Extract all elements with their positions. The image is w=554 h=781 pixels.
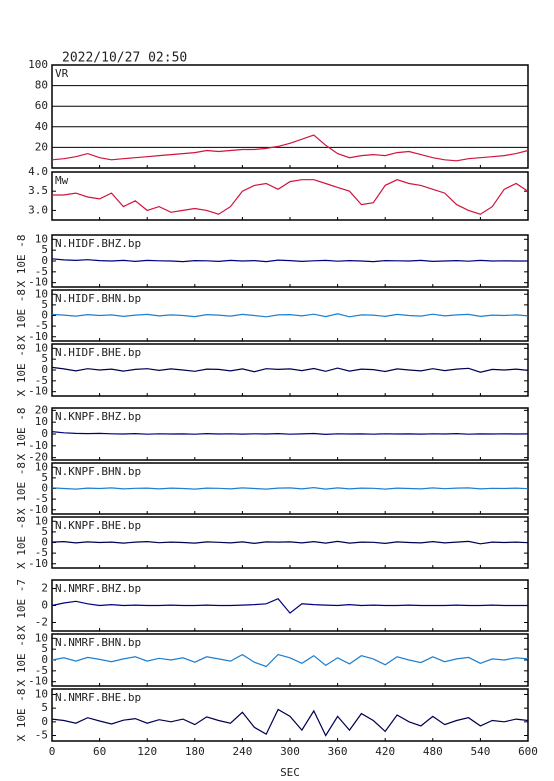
panel-name: VR — [55, 67, 69, 80]
y-tick-label: 5 — [41, 298, 48, 311]
y-tick-label: 10 — [35, 341, 48, 354]
y-axis-label: X 10E -8 — [15, 689, 28, 742]
y-tick-label: 5 — [41, 352, 48, 365]
x-tick-label: 240 — [232, 745, 252, 758]
y-tick-label: 0 — [41, 309, 48, 322]
panel-name: N.NMRF.BHZ.bp — [55, 582, 141, 595]
y-tick-label: -10 — [28, 439, 48, 452]
series-line — [51, 486, 529, 490]
y-tick-label: 100 — [28, 58, 48, 71]
y-tick-label: 20 — [35, 140, 48, 153]
y-tick-label: -10 — [28, 557, 48, 570]
y-tick-label: 0 — [41, 653, 48, 666]
y-tick-label: 0 — [41, 363, 48, 376]
y-tick-label: -10 — [28, 276, 48, 289]
y-axis-label: X 10E -8 — [15, 516, 28, 569]
x-axis-label: SEC — [280, 766, 300, 779]
series-line — [51, 258, 528, 263]
y-tick-label: -5 — [35, 729, 48, 742]
y-tick-label: 5 — [41, 525, 48, 538]
y-tick-label: 0 — [41, 482, 48, 495]
y-tick-label: 0 — [41, 599, 48, 612]
x-tick-label: 180 — [185, 745, 205, 758]
y-tick-label: 2 — [41, 582, 48, 595]
x-tick-label: 600 — [518, 745, 538, 758]
series-line — [51, 540, 529, 545]
panel-name: N.KNPF.BHN.bp — [55, 465, 141, 478]
panel-name: N.KNPF.BHE.bp — [55, 519, 141, 532]
series-line — [51, 708, 529, 737]
y-tick-label: 10 — [35, 631, 48, 644]
y-axis-label: X 10E -8 — [15, 344, 28, 397]
y-tick-label: 3.5 — [28, 184, 48, 197]
y-tick-label: -5 — [35, 265, 48, 278]
x-tick-label: 480 — [423, 745, 443, 758]
x-tick-label: 540 — [470, 745, 490, 758]
y-tick-label: 5 — [41, 243, 48, 256]
series-line — [51, 431, 529, 436]
x-tick-label: 360 — [328, 745, 348, 758]
y-tick-label: 10 — [35, 415, 48, 428]
panel-name: N.NMRF.BHN.bp — [55, 636, 141, 649]
y-tick-label: 10 — [35, 287, 48, 300]
y-axis-label: X 10E -7 — [15, 579, 28, 632]
y-axis-label: X 10E -8 — [15, 462, 28, 515]
series-line — [51, 134, 529, 162]
y-tick-label: 10 — [35, 460, 48, 473]
x-tick-label: 120 — [137, 745, 157, 758]
y-tick-label: -10 — [28, 330, 48, 343]
series-line — [51, 653, 529, 668]
y-tick-label: 80 — [35, 79, 48, 92]
y-tick-label: -5 — [35, 664, 48, 677]
y-tick-label: -10 — [28, 675, 48, 688]
y-tick-label: 5 — [41, 701, 48, 714]
y-tick-label: 5 — [41, 471, 48, 484]
x-tick-label: 300 — [280, 745, 300, 758]
y-tick-label: 5 — [41, 642, 48, 655]
panel-name: N.HIDF.BHE.bp — [55, 346, 141, 359]
y-tick-label: -20 — [28, 451, 48, 464]
series-line — [51, 366, 529, 373]
y-tick-label: -10 — [28, 503, 48, 516]
y-tick-label: -10 — [28, 385, 48, 398]
y-tick-label: 0 — [41, 715, 48, 728]
panel-name: N.NMRF.BHE.bp — [55, 691, 141, 704]
y-tick-label: 40 — [35, 120, 48, 133]
panel-name: N.HIDF.BHN.bp — [55, 292, 141, 305]
x-tick-label: 420 — [375, 745, 395, 758]
x-tick-label: 0 — [49, 745, 56, 758]
y-tick-label: -5 — [35, 374, 48, 387]
y-axis-label: X 10E -8 — [15, 634, 28, 687]
panel-frame — [51, 64, 529, 169]
y-tick-label: -5 — [35, 546, 48, 559]
y-tick-label: 0 — [41, 536, 48, 549]
y-tick-label: -2 — [35, 616, 48, 629]
y-tick-label: 20 — [35, 403, 48, 416]
series-line — [52, 179, 529, 215]
chart-title: 2022/10/27 02:50 — [62, 51, 187, 66]
y-tick-label: 3.0 — [28, 203, 48, 216]
y-tick-label: 10 — [35, 514, 48, 527]
y-tick-label: 4.0 — [28, 165, 48, 178]
panel-name: Mw — [55, 174, 69, 187]
panel-name: N.KNPF.BHZ.bp — [55, 410, 141, 423]
y-tick-label: -5 — [35, 319, 48, 332]
y-axis-label: X 10E -8 — [15, 408, 28, 461]
y-axis-label: X 10E -8 — [15, 289, 28, 342]
y-tick-label: 0 — [41, 254, 48, 267]
y-tick-label: 10 — [35, 687, 48, 700]
panel-frame — [51, 171, 529, 221]
y-tick-label: -5 — [35, 492, 48, 505]
y-tick-label: 0 — [41, 427, 48, 440]
y-axis-label: X 10E -8 — [15, 235, 28, 288]
y-tick-label: 10 — [35, 232, 48, 245]
series-line — [51, 313, 529, 318]
series-line — [51, 597, 528, 614]
y-tick-label: 60 — [35, 99, 48, 112]
x-tick-label: 60 — [93, 745, 106, 758]
panel-name: N.HIDF.BHZ.bp — [55, 237, 141, 250]
